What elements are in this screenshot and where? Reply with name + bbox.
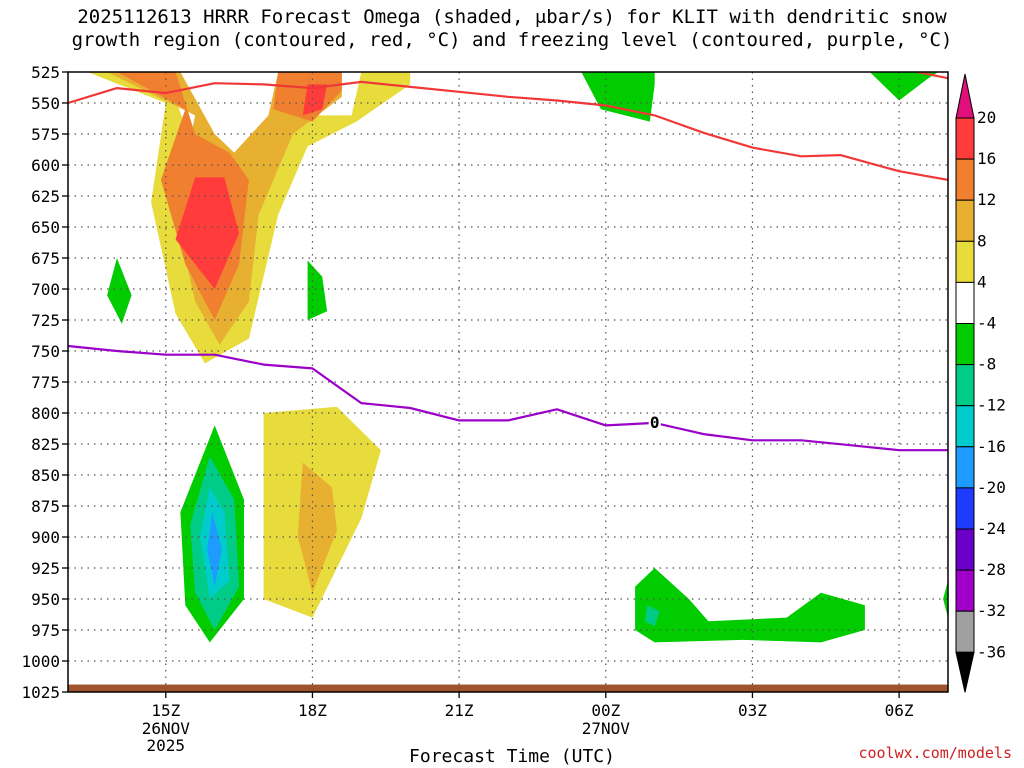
- freezing-level-line: [68, 344, 948, 452]
- omega-region-17: [644, 605, 660, 627]
- y-tick-label-900: 900: [31, 528, 60, 547]
- y-tick-label-700: 700: [31, 280, 60, 299]
- y-tick-label-850: 850: [31, 466, 60, 485]
- x-tick-label-06Z: 06Z: [885, 701, 914, 720]
- y-tick-label-1025: 1025: [21, 683, 60, 702]
- omega-region-3: [175, 177, 240, 289]
- x-tick-label-00Z: 00Z: [591, 701, 620, 720]
- y-tick-label-525: 525: [31, 63, 60, 82]
- freezing-level-label: 0: [650, 413, 660, 432]
- omega-region-14: [581, 72, 655, 122]
- colorbar-swatch-10: [955, 528, 975, 571]
- freezing-label-bg: [648, 414, 661, 430]
- axes: 525 550 575 600 625 650 675 700 725 750 775 800 825 8…: [21, 63, 949, 755]
- colorbar-bottom-arrow: [955, 651, 975, 693]
- colorbar-label-0: 20: [977, 108, 996, 127]
- omega-shading: [68, 72, 948, 692]
- colorbar-label-5: -4: [977, 314, 996, 333]
- y-tick-label-675: 675: [31, 249, 60, 268]
- colorbar-swatch-3: [955, 240, 975, 283]
- dgz-contour-line-upper: [911, 72, 948, 80]
- y-tick-label-600: 600: [31, 156, 60, 175]
- colorbar-label-13: -36: [977, 642, 1006, 661]
- y-tick-label-1000: 1000: [21, 652, 60, 671]
- credit-link[interactable]: coolwx.com/models: [858, 744, 1012, 762]
- colorbar-label-12: -32: [977, 601, 1006, 620]
- y-tick-label-950: 950: [31, 590, 60, 609]
- y-tick-label-625: 625: [31, 187, 60, 206]
- colorbar-swatch-7: [955, 405, 975, 448]
- colorbar-label-9: -20: [977, 478, 1006, 497]
- colorbar-label-11: -28: [977, 560, 1006, 579]
- omega-region-16: [635, 568, 865, 643]
- colorbar-label-7: -12: [977, 396, 1006, 415]
- y-tick-label-725: 725: [31, 311, 60, 330]
- y-tick-label-875: 875: [31, 497, 60, 516]
- colorbar-label-2: 12: [977, 190, 996, 209]
- colorbar: 20 16 12 8 4 -4 -8 -12 -16 -20 -24 -28 -32 -36: [955, 73, 1006, 693]
- colorbar-label-4: 4: [977, 272, 987, 291]
- colorbar-swatch-4: [955, 281, 975, 324]
- omega-region-12: [107, 258, 132, 324]
- omega-region-5: [302, 84, 328, 116]
- x-tick-sublabel-2025: 2025: [147, 736, 186, 755]
- omega-region-7: [297, 462, 337, 593]
- y-tick-label-775: 775: [31, 373, 60, 392]
- dgz-contour-line: [68, 80, 948, 181]
- contour-lines: 0: [68, 72, 948, 452]
- colorbar-swatch-5: [955, 323, 975, 366]
- chart-title-line-1: 2025112613 HRRR Forecast Omega (shaded, …: [77, 6, 947, 28]
- colorbar-swatch-2: [955, 199, 975, 242]
- y-tick-label-550: 550: [31, 94, 60, 113]
- x-tick-label-18Z: 18Z: [298, 701, 327, 720]
- colorbar-swatch-0: [955, 117, 975, 160]
- x-tick-sublabel-27NOV: 27NOV: [582, 719, 631, 738]
- colorbar-label-8: -16: [977, 437, 1006, 456]
- x-axis-label: Forecast Time (UTC): [409, 746, 615, 767]
- colorbar-top-arrow: [955, 73, 975, 119]
- x-tick-label-21Z: 21Z: [445, 701, 474, 720]
- x-tick-sublabel-26NOV: 26NOV: [142, 719, 191, 738]
- colorbar-swatch-6: [955, 364, 975, 407]
- y-tick-label-800: 800: [31, 404, 60, 423]
- y-tick-label-750: 750: [31, 342, 60, 361]
- y-tick-label-975: 975: [31, 621, 60, 640]
- y-tick-label-575: 575: [31, 125, 60, 144]
- colorbar-swatch-12: [955, 610, 975, 653]
- colorbar-swatch-11: [955, 569, 975, 612]
- y-tick-label-650: 650: [31, 218, 60, 237]
- colorbar-swatch-8: [955, 446, 975, 489]
- x-tick-label-15Z: 15Z: [151, 701, 180, 720]
- colorbar-label-6: -8: [977, 355, 996, 374]
- omega-region-13: [307, 260, 328, 320]
- chart-title: 2025112613 HRRR Forecast Omega (shaded, …: [0, 6, 1024, 52]
- colorbar-swatch-1: [955, 158, 975, 201]
- y-tick-label-825: 825: [31, 435, 60, 454]
- chart-title-line-2: growth region (contoured, red, °C) and f…: [71, 29, 953, 51]
- y-tick-label-925: 925: [31, 559, 60, 578]
- omega-region-15: [869, 72, 939, 101]
- colorbar-label-3: 8: [977, 231, 987, 250]
- colorbar-label-1: 16: [977, 149, 996, 168]
- colorbar-swatch-9: [955, 487, 975, 530]
- ground-bar: [68, 684, 948, 692]
- colorbar-label-10: -24: [977, 519, 1006, 538]
- x-tick-label-03Z: 03Z: [738, 701, 767, 720]
